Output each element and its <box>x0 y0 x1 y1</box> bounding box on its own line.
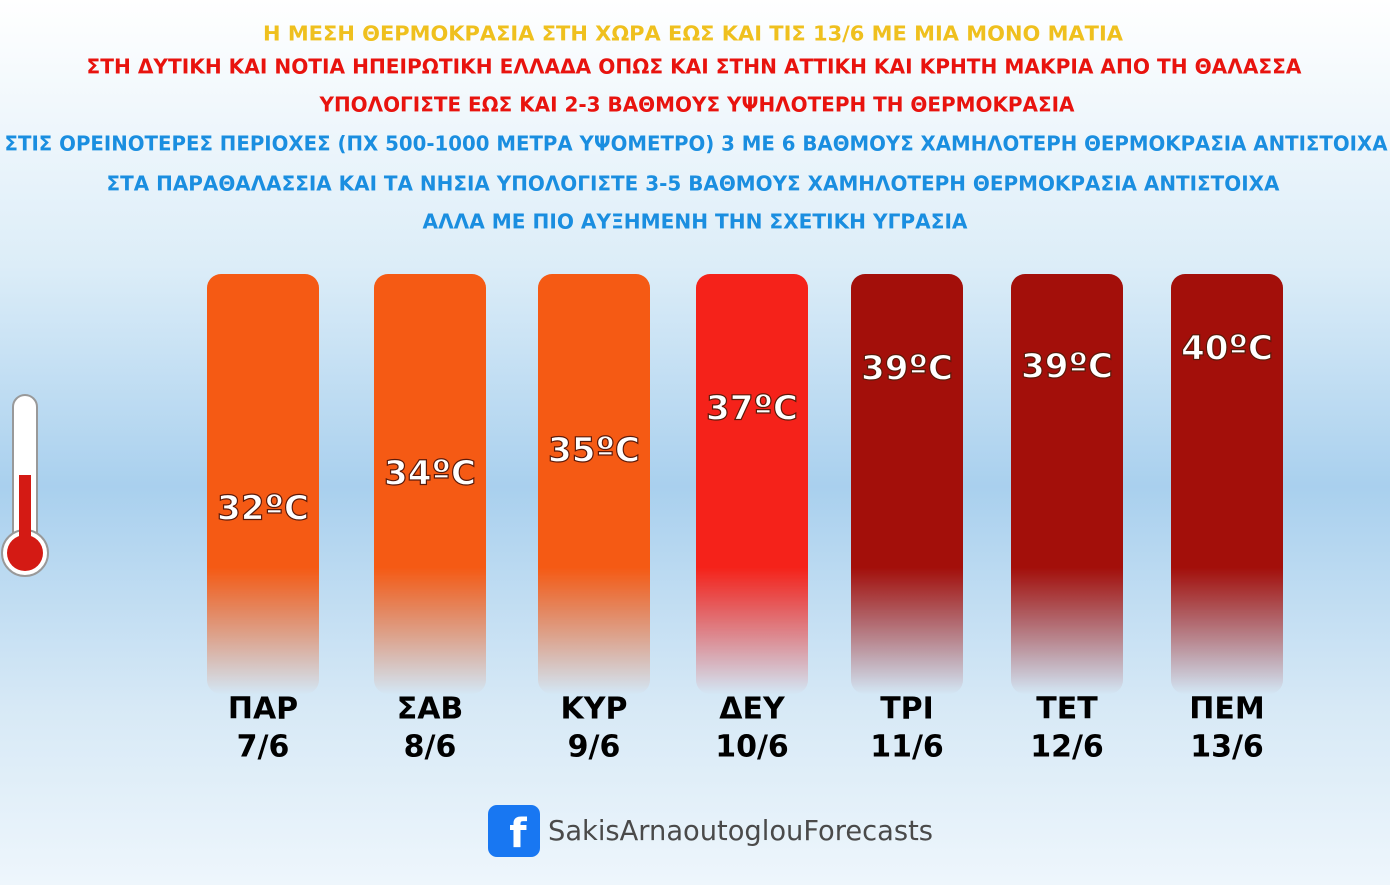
day-label: ΠΑΡ <box>228 692 298 727</box>
footer: f SakisArnaoutoglouForecasts <box>488 805 933 857</box>
header-line: ΣΤΗ ΔΥΤΙΚΗ ΚΑΙ ΝΟΤΙΑ ΗΠΕΙΡΩΤΙΚΗ ΕΛΛΑΔΑ Ο… <box>87 55 1303 79</box>
temperature-label: 32ºC <box>217 489 309 529</box>
day-bar <box>851 274 963 694</box>
day-label: ΚΥΡ <box>561 692 628 727</box>
date-label: 11/6 <box>870 730 944 765</box>
day-bar <box>538 274 650 694</box>
header-line: ΣΤΑ ΠΑΡΑΘΑΛΑΣΣΙΑ ΚΑΙ ΤΑ ΝΗΣΙΑ ΥΠΟΛΟΓΙΣΤΕ… <box>107 172 1281 196</box>
date-label: 13/6 <box>1190 730 1264 765</box>
day-bar <box>374 274 486 694</box>
day-label: ΣΑΒ <box>397 692 464 727</box>
temperature-label: 39ºC <box>861 349 953 389</box>
day-bar <box>1011 274 1123 694</box>
day-label: ΔΕΥ <box>719 692 786 727</box>
temperature-label: 39ºC <box>1021 347 1113 387</box>
day-label: ΤΕΤ <box>1036 692 1098 727</box>
day-bar <box>207 274 319 694</box>
day-label: ΠΕΜ <box>1189 692 1264 727</box>
date-label: 8/6 <box>404 730 457 765</box>
day-label: ΤΡΙ <box>880 692 934 727</box>
thermometer-icon <box>1 394 49 577</box>
temperature-label: 35ºC <box>548 431 640 471</box>
header-line: ΣΤΙΣ ΟΡΕΙΝΟΤΕΡΕΣ ΠΕΡΙΟΧΕΣ (ΠΧ 500-1000 Μ… <box>5 132 1389 156</box>
temperature-label: 40ºC <box>1181 329 1273 369</box>
facebook-icon <box>488 805 540 857</box>
header-line: ΥΠΟΛΟΓΙΣΤΕ ΕΩΣ ΚΑΙ 2-3 ΒΑΘΜΟΥΣ ΥΨΗΛΟΤΕΡΗ… <box>319 93 1076 117</box>
header: Η ΜΕΣΗ ΘΕΡΜΟΚΡΑΣΙΑ ΣΤΗ ΧΩΡΑ ΕΩΣ ΚΑΙ ΤΙΣ … <box>5 22 1389 234</box>
date-label: 12/6 <box>1030 730 1104 765</box>
day-bar <box>1171 274 1283 694</box>
day-bar <box>696 274 808 694</box>
temperature-label: 34ºC <box>384 454 476 494</box>
footer-text: SakisArnaoutoglouForecasts <box>548 814 933 847</box>
header-line: ΑΛΛΑ ΜΕ ΠΙΟ ΑΥΞΗΜΕΝΗ ΤΗΝ ΣΧΕΤΙΚΗ ΥΓΡΑΣΙΑ <box>423 210 969 234</box>
header-line: Η ΜΕΣΗ ΘΕΡΜΟΚΡΑΣΙΑ ΣΤΗ ΧΩΡΑ ΕΩΣ ΚΑΙ ΤΙΣ … <box>263 22 1124 46</box>
temperature-label: 37ºC <box>706 389 798 429</box>
date-label: 7/6 <box>237 730 290 765</box>
facebook-f: f <box>509 811 527 857</box>
date-label: 9/6 <box>568 730 621 765</box>
date-label: 10/6 <box>715 730 789 765</box>
